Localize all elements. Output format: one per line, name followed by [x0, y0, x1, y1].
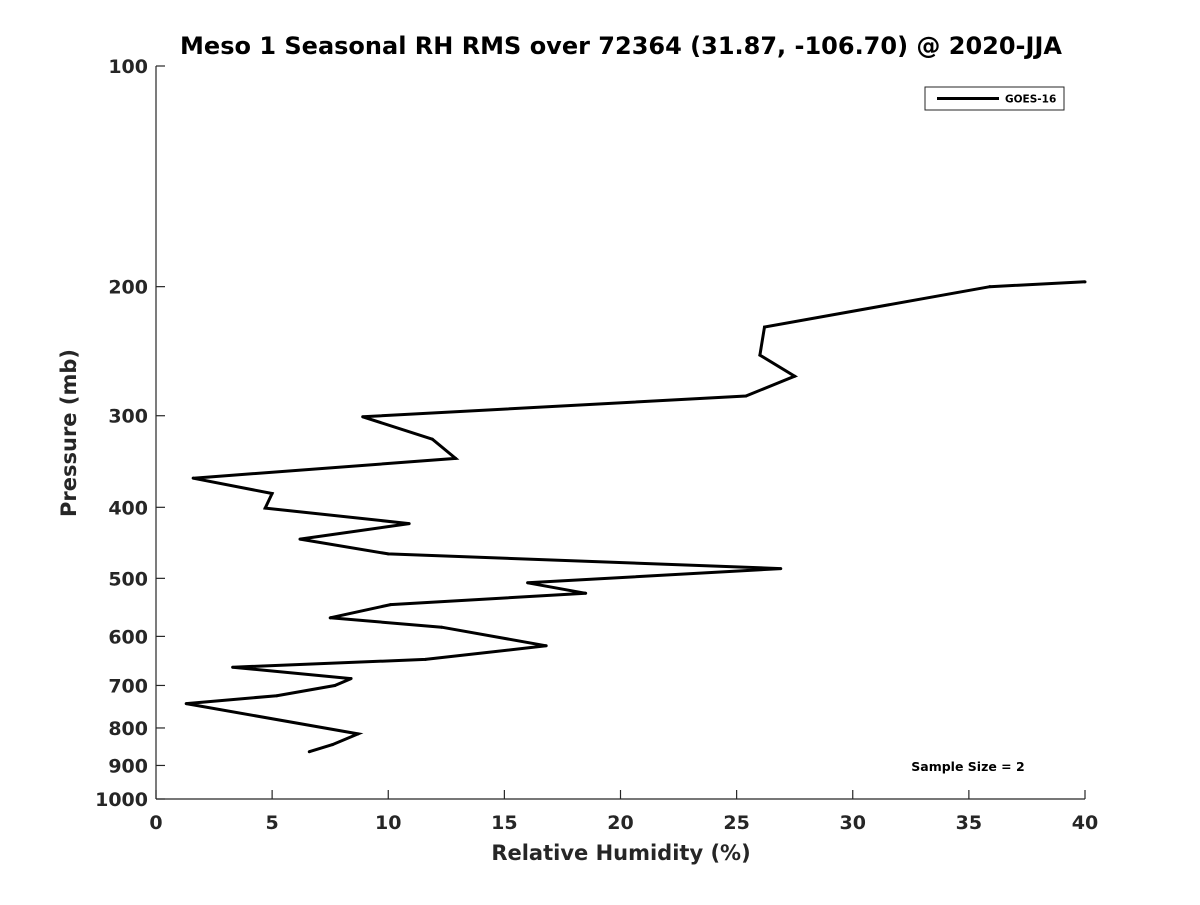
- x-tick-label: 30: [840, 812, 866, 834]
- data-point: [389, 603, 393, 607]
- data-point: [454, 456, 458, 460]
- data-point: [440, 625, 444, 629]
- y-tick-label: 700: [108, 675, 148, 697]
- data-point: [758, 353, 762, 357]
- data-point: [333, 683, 337, 687]
- y-tick-label: 800: [108, 718, 148, 740]
- data-point: [407, 522, 411, 526]
- x-tick-label: 0: [149, 812, 162, 834]
- y-tick-label: 600: [108, 626, 148, 648]
- data-point: [328, 616, 332, 620]
- data-point: [779, 567, 783, 571]
- data-point: [361, 415, 365, 419]
- x-tick-label: 20: [607, 812, 633, 834]
- data-point: [231, 665, 235, 669]
- data-point: [526, 581, 530, 585]
- sample-size-annotation: Sample Size = 2: [911, 759, 1024, 774]
- x-tick-label: 25: [723, 812, 749, 834]
- x-tick-label: 40: [1072, 812, 1098, 834]
- data-point: [584, 591, 588, 595]
- y-tick-label: 300: [108, 406, 148, 428]
- y-ticks: 100 200 300 400 500 600 700 800 900 1000: [95, 56, 165, 811]
- y-tick-label: 1000: [95, 789, 148, 811]
- data-point: [307, 750, 311, 754]
- series-lines: [184, 280, 1087, 754]
- data-point: [349, 677, 353, 681]
- y-tick-label: 500: [108, 568, 148, 590]
- y-tick-label: 900: [108, 755, 148, 777]
- data-point: [988, 285, 992, 289]
- x-ticks: 0 5 10 15 20 25 30 35 40: [149, 790, 1098, 834]
- y-tick-label: 100: [108, 56, 148, 78]
- data-point: [544, 644, 548, 648]
- data-point: [298, 537, 302, 541]
- x-tick-label: 10: [375, 812, 401, 834]
- data-point: [762, 325, 766, 329]
- data-point: [356, 732, 360, 736]
- legend-label-goes-16: GOES-16: [1005, 94, 1056, 106]
- x-tick-label: 35: [956, 812, 982, 834]
- data-point: [275, 694, 279, 698]
- y-tick-label: 200: [108, 277, 148, 299]
- data-point: [1083, 280, 1087, 284]
- chart-title: Meso 1 Seasonal RH RMS over 72364 (31.87…: [180, 32, 1062, 60]
- legend: GOES-16: [924, 86, 1065, 111]
- data-point: [386, 552, 390, 556]
- data-point: [430, 437, 434, 441]
- x-axis-label: Relative Humidity (%): [491, 841, 750, 865]
- data-point: [184, 702, 188, 706]
- data-point: [744, 394, 748, 398]
- y-axis-label: Pressure (mb): [57, 349, 81, 517]
- data-point: [191, 476, 195, 480]
- data-point: [423, 657, 427, 661]
- y-tick-label: 400: [108, 497, 148, 519]
- data-point: [793, 374, 797, 378]
- data-point: [263, 506, 267, 510]
- x-tick-label: 5: [266, 812, 279, 834]
- x-tick-label: 15: [491, 812, 517, 834]
- data-point: [331, 743, 335, 747]
- data-point: [270, 491, 274, 495]
